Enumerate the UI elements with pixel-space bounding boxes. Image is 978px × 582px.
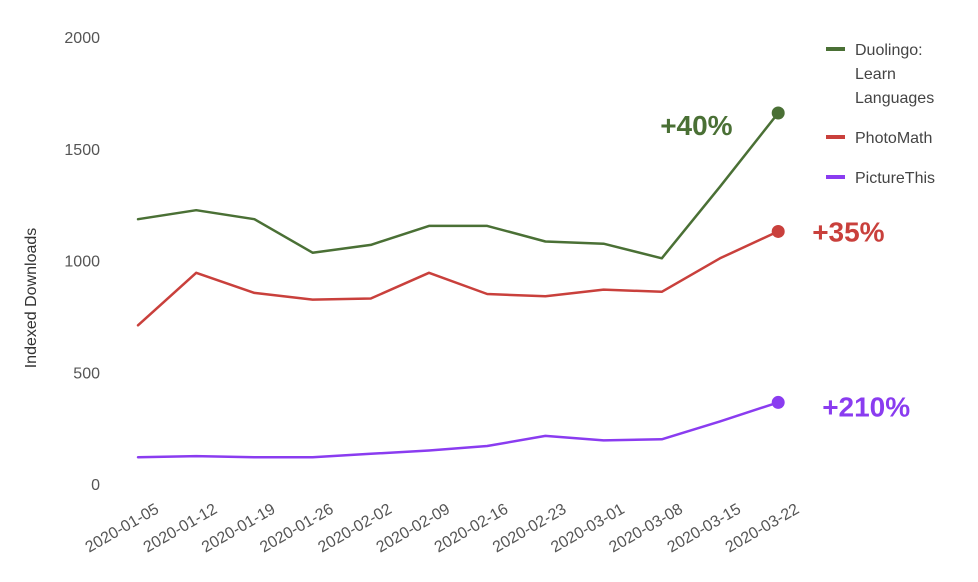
growth-annotation: +40% — [660, 110, 732, 141]
y-tick-label: 2000 — [64, 30, 100, 47]
series-end-marker — [771, 224, 785, 238]
legend-label: PictureThis — [855, 170, 935, 187]
series-line — [136, 230, 780, 327]
legend-label: PhotoMath — [855, 130, 932, 147]
legend-label: Learn — [855, 66, 896, 83]
series-lines: +40% +35% +210% — [136, 106, 910, 459]
y-tick-label: 1000 — [64, 254, 100, 271]
x-axis-ticks: 2020-01-052020-01-122020-01-192020-01-26… — [83, 501, 803, 557]
y-tick-label: 0 — [91, 477, 100, 494]
y-axis-title: Indexed Downloads — [23, 228, 40, 369]
growth-annotation: +35% — [812, 216, 884, 247]
series-line — [136, 111, 780, 260]
legend: Duolingo: Learn Languages PhotoMath PictureT… — [826, 42, 935, 187]
series-end-marker — [771, 106, 785, 120]
y-tick-label: 1500 — [64, 142, 100, 159]
legend-label: Languages — [855, 90, 934, 107]
y-axis-ticks: 0 500 1000 1500 2000 — [64, 30, 100, 494]
y-tick-label: 500 — [73, 365, 100, 382]
growth-annotation: +210% — [822, 391, 910, 422]
legend-label: Duolingo: — [855, 42, 923, 59]
series-end-marker — [771, 395, 785, 409]
series-line — [136, 401, 780, 459]
